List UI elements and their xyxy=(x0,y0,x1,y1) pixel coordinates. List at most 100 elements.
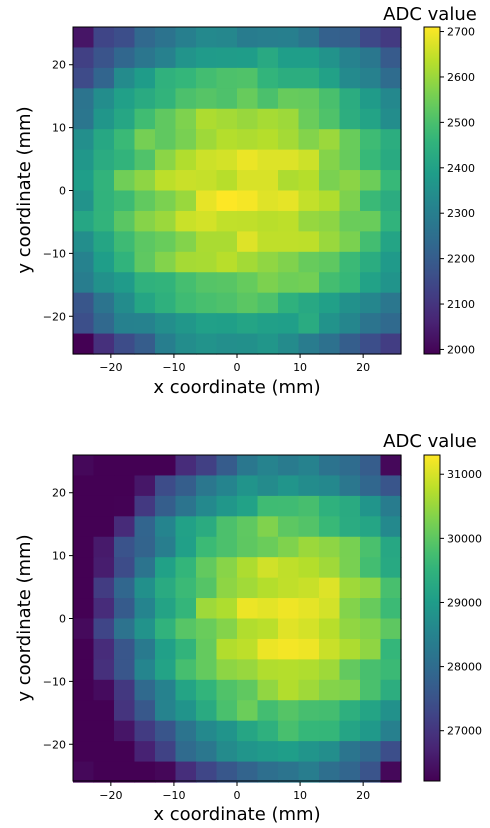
heatmap-cell xyxy=(216,67,238,89)
heatmap-cell xyxy=(114,557,136,579)
heatmap-cell xyxy=(237,495,259,517)
heatmap-cell xyxy=(278,536,300,558)
heatmap-cell xyxy=(73,761,95,783)
heatmap-cell xyxy=(114,741,136,763)
heatmap-cell xyxy=(73,720,95,742)
heatmap-cell xyxy=(298,659,320,681)
heatmap-cell xyxy=(380,313,402,335)
heatmap-cell xyxy=(278,210,300,232)
heatmap-cell xyxy=(216,495,238,517)
heatmap-cell xyxy=(339,761,361,783)
heatmap-cell xyxy=(298,577,320,599)
heatmap-cell xyxy=(278,231,300,253)
heatmap-cell xyxy=(278,272,300,294)
heatmap-cell xyxy=(93,170,115,192)
heatmap-cell xyxy=(380,618,402,640)
heatmap-cell xyxy=(196,598,218,620)
heatmap-cell xyxy=(278,741,300,763)
heatmap-cell xyxy=(155,659,177,681)
heatmap-cell xyxy=(278,618,300,640)
heatmap-cell xyxy=(114,190,136,212)
heatmap-cell xyxy=(298,741,320,763)
heatmap-cell xyxy=(175,108,197,130)
heatmap-cell xyxy=(134,313,156,335)
heatmap-cell xyxy=(216,679,238,701)
heatmap-cell xyxy=(278,292,300,314)
heatmap-cell xyxy=(114,272,136,294)
heatmap-cell xyxy=(380,190,402,212)
heatmap-cell xyxy=(93,272,115,294)
heatmap-cell xyxy=(298,679,320,701)
heatmap-cell xyxy=(196,190,218,212)
heatmap-cell xyxy=(196,659,218,681)
colorbar-tick-label: 27000 xyxy=(447,725,482,738)
heatmap-cell xyxy=(237,67,259,89)
heatmap-cell xyxy=(114,210,136,232)
heatmap-cell xyxy=(93,516,115,538)
heatmap-cell xyxy=(339,598,361,620)
heatmap-cell xyxy=(360,495,382,517)
heatmap-cell xyxy=(216,231,238,253)
heatmap-cell xyxy=(134,659,156,681)
heatmap-cell xyxy=(73,67,95,89)
heatmap-cell xyxy=(298,495,320,517)
heatmap-cell xyxy=(114,679,136,701)
heatmap-cell xyxy=(216,210,238,232)
y-tick-label: −10 xyxy=(43,675,66,688)
heatmap-cell xyxy=(278,455,300,477)
heatmap-cell xyxy=(216,108,238,130)
heatmap-cell xyxy=(216,190,238,212)
heatmap-cell xyxy=(196,210,218,232)
chart-2: −20 −10 0 10 20 20 10 0 −10 −20 x coordinate (mm… xyxy=(14,431,482,825)
heatmap-cell xyxy=(114,251,136,273)
heatmap-cell xyxy=(196,577,218,599)
heatmap-cell xyxy=(114,27,136,49)
heatmap-cell xyxy=(114,495,136,517)
heatmap-cell xyxy=(298,108,320,130)
heatmap-cell xyxy=(360,231,382,253)
y-tick-label: 10 xyxy=(52,550,66,563)
heatmap-cell xyxy=(93,741,115,763)
heatmap-cell xyxy=(380,129,402,151)
heatmap-cell xyxy=(237,598,259,620)
x-tick-label: 10 xyxy=(293,361,307,374)
heatmap-cell xyxy=(196,700,218,722)
heatmap-cell xyxy=(114,149,136,171)
heatmap-cell xyxy=(114,761,136,783)
heatmap-cell xyxy=(380,761,402,783)
heatmap-cell xyxy=(380,700,402,722)
heatmap-cell xyxy=(278,190,300,212)
heatmap-cell xyxy=(134,557,156,579)
heatmap-cell xyxy=(175,536,197,558)
heatmap-cell xyxy=(175,47,197,69)
heatmap-cell xyxy=(380,231,402,253)
heatmap-cell xyxy=(237,190,259,212)
heatmap-cell xyxy=(155,557,177,579)
heatmap-cell xyxy=(298,475,320,497)
heatmap-cell xyxy=(175,292,197,314)
heatmap-cell xyxy=(319,292,341,314)
heatmap-cell xyxy=(155,761,177,783)
colorbar-tick-label: 2500 xyxy=(447,116,475,129)
heatmap-cell xyxy=(134,292,156,314)
heatmap-cell xyxy=(257,292,279,314)
heatmap-cell xyxy=(175,598,197,620)
y-tick-label: 0 xyxy=(59,613,66,626)
heatmap-cell xyxy=(155,333,177,355)
heatmap-cell xyxy=(237,577,259,599)
heatmap-cell xyxy=(319,659,341,681)
heatmap-cell xyxy=(114,577,136,599)
heatmap-cell xyxy=(278,700,300,722)
heatmap-cell xyxy=(298,516,320,538)
heatmap-cell xyxy=(380,108,402,130)
heatmap-cell xyxy=(237,210,259,232)
heatmap-cell xyxy=(339,313,361,335)
heatmap-cell xyxy=(175,741,197,763)
heatmap-cell xyxy=(237,516,259,538)
heatmap-cell xyxy=(175,231,197,253)
heatmap-cell xyxy=(114,108,136,130)
heatmap-cell xyxy=(237,149,259,171)
heatmap-cell xyxy=(360,210,382,232)
heatmap-cell xyxy=(319,536,341,558)
heatmap-cell xyxy=(175,272,197,294)
